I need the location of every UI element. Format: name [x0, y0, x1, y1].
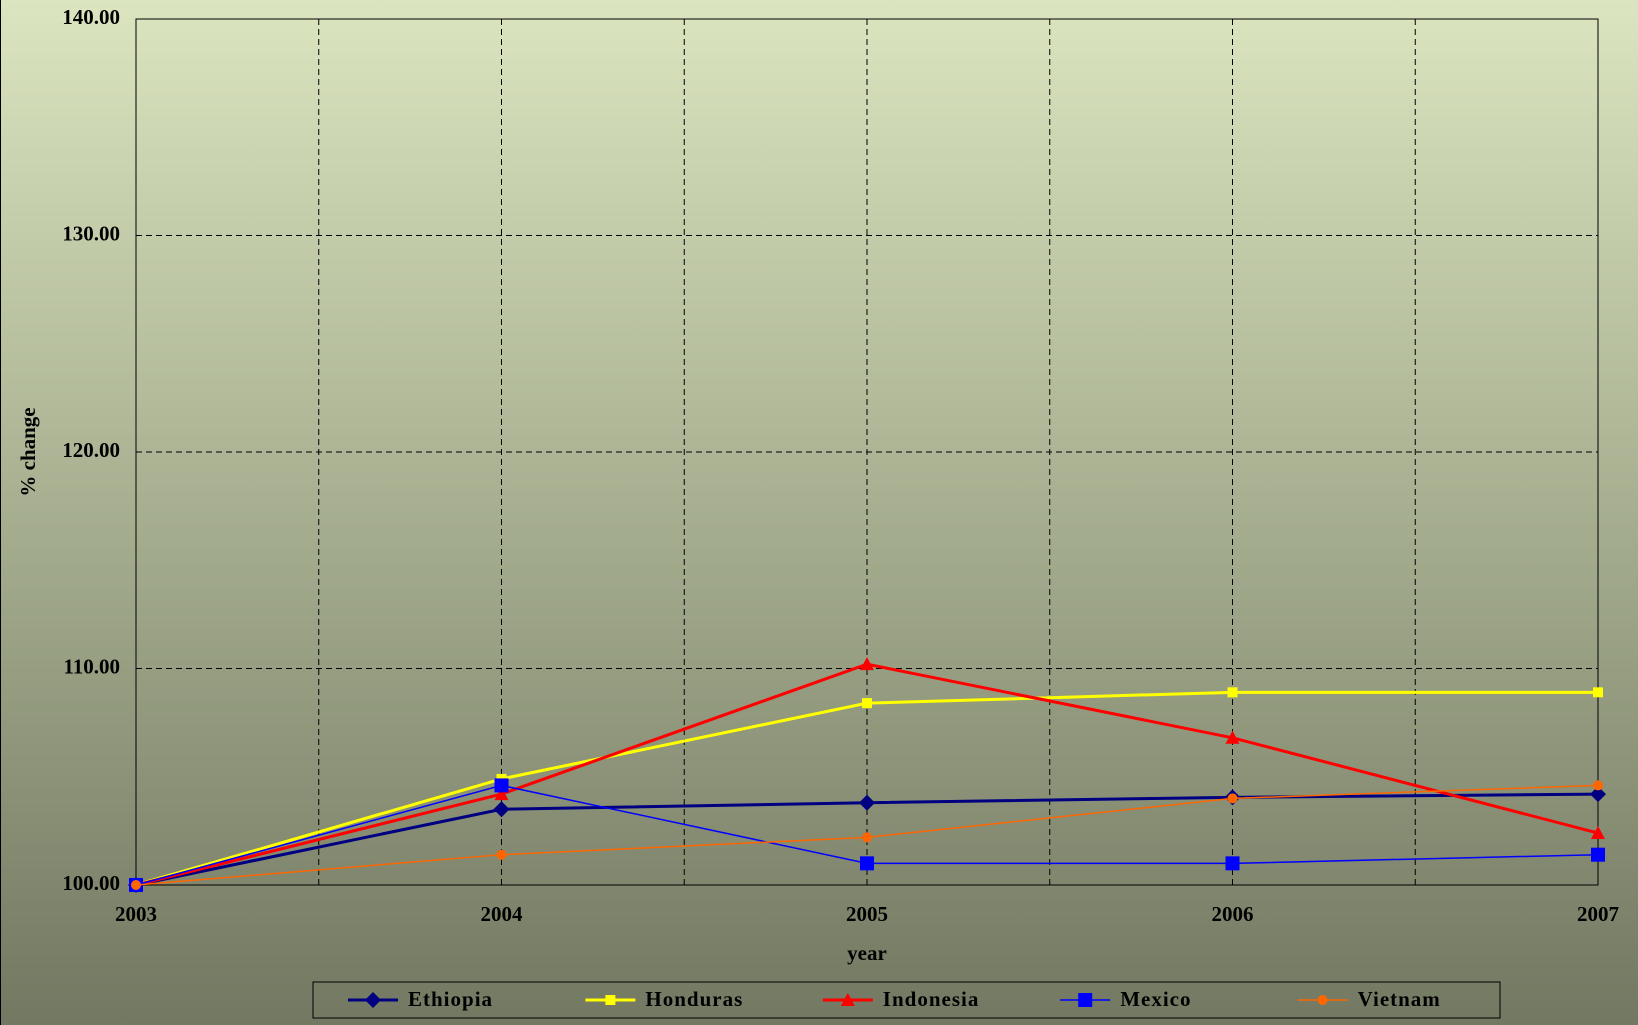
- y-tick-label: 100.00: [62, 871, 120, 895]
- marker: [860, 856, 874, 871]
- marker: [1590, 786, 1606, 803]
- x-axis-label: year: [847, 941, 887, 965]
- x-tick-label: 2005: [846, 902, 888, 926]
- legend-label: Ethiopia: [408, 987, 493, 1011]
- marker: [1225, 856, 1240, 871]
- y-tick-label: 130.00: [62, 221, 120, 245]
- y-tick-label: 120.00: [62, 438, 120, 462]
- x-tick-label: 2006: [1212, 902, 1254, 926]
- y-tick-label: 140.00: [62, 5, 120, 29]
- x-tick-label: 2003: [115, 902, 157, 926]
- legend-label: Indonesia: [883, 987, 980, 1011]
- marker: [493, 801, 510, 818]
- legend-label: Honduras: [645, 987, 743, 1011]
- x-tick-label: 2007: [1577, 902, 1619, 926]
- marker: [605, 995, 616, 1005]
- marker: [1227, 687, 1238, 698]
- marker: [365, 992, 381, 1008]
- legend-label: Vietnam: [1358, 987, 1441, 1011]
- marker: [494, 787, 509, 801]
- marker: [860, 657, 874, 671]
- marker: [1593, 780, 1603, 791]
- marker: [1593, 687, 1603, 698]
- plot-frame: [135, 18, 1599, 886]
- marker: [494, 778, 509, 793]
- marker: [1591, 847, 1605, 862]
- marker: [131, 880, 141, 890]
- marker: [1317, 995, 1328, 1005]
- legend-box: [312, 981, 1501, 1019]
- marker: [1227, 793, 1238, 804]
- marker: [1591, 826, 1605, 840]
- marker: [1225, 730, 1240, 744]
- marker: [862, 832, 872, 843]
- y-tick-label: 110.00: [63, 654, 120, 678]
- y-axis-label: % change: [16, 407, 40, 496]
- marker: [862, 698, 872, 709]
- marker: [840, 993, 855, 1006]
- legend-label: Mexico: [1120, 987, 1191, 1011]
- x-tick-label: 2004: [481, 902, 524, 926]
- marker: [1078, 993, 1093, 1007]
- marker: [859, 794, 875, 811]
- marker: [496, 849, 507, 860]
